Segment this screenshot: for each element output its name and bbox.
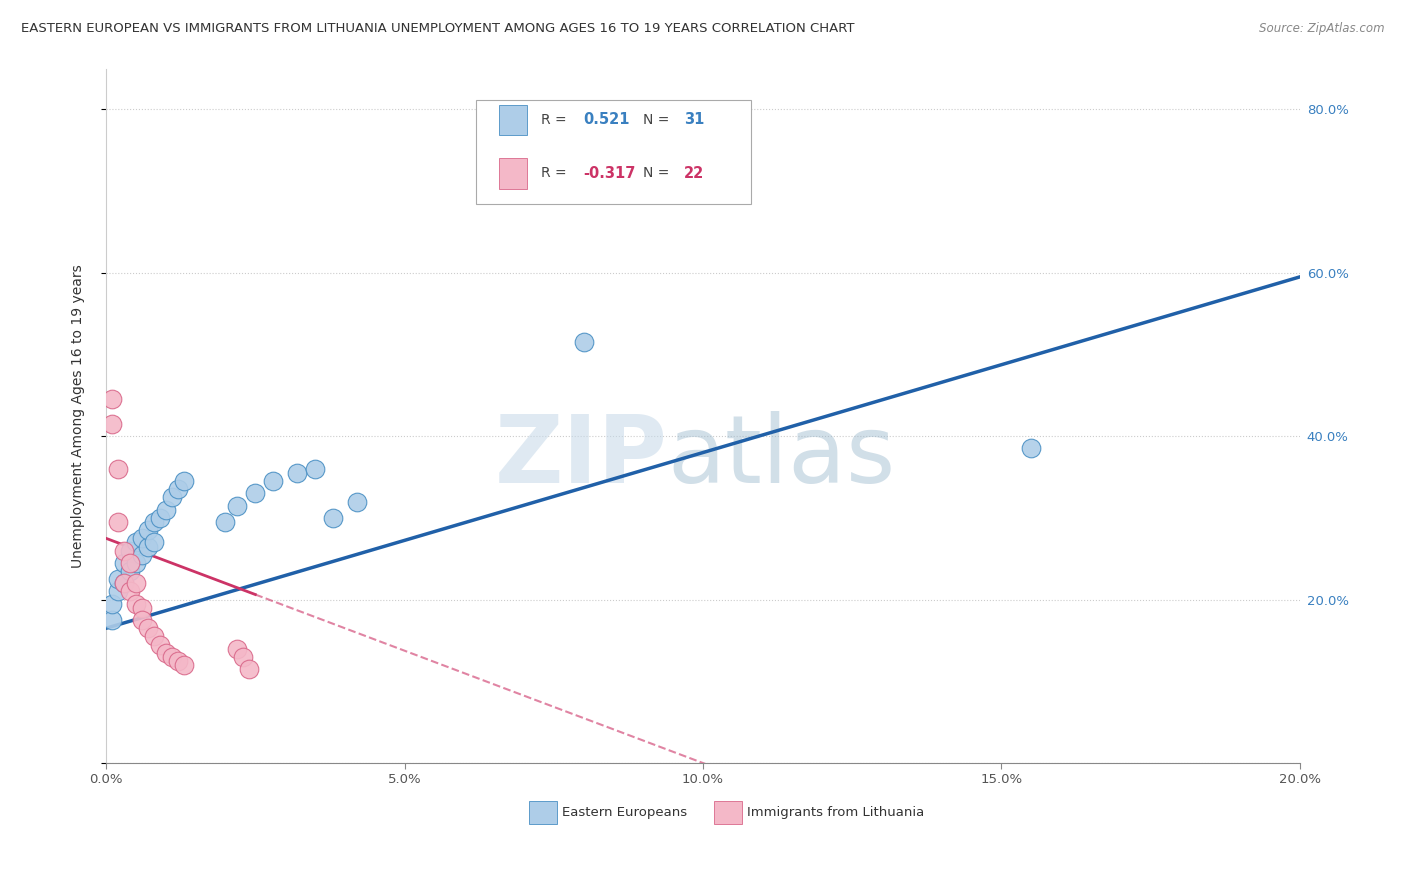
Point [112,556,135,570]
Point [155,502,177,516]
Point [118,564,141,578]
Point [1019,442,1042,456]
Point [245,486,267,500]
Point [131,548,153,562]
Text: Eastern Europeans: Eastern Europeans [562,805,688,819]
Text: ZIP: ZIP [495,411,668,503]
Point [262,474,284,488]
Point [142,535,165,549]
Point [125,576,148,591]
FancyBboxPatch shape [499,104,527,136]
Point [112,543,135,558]
Point [304,462,326,476]
Text: atlas: atlas [668,411,896,503]
Point [101,392,124,407]
Point [173,658,195,673]
Point [118,556,141,570]
Point [232,649,254,664]
Text: EASTERN EUROPEAN VS IMMIGRANTS FROM LITHUANIA UNEMPLOYMENT AMONG AGES 16 TO 19 Y: EASTERN EUROPEAN VS IMMIGRANTS FROM LITH… [21,22,855,36]
Point [107,515,129,529]
Point [155,646,177,660]
Point [112,576,135,591]
Text: N =: N = [644,167,673,180]
Point [226,499,249,513]
Point [142,629,165,643]
Point [160,491,183,505]
Point [118,543,141,558]
Point [322,511,344,525]
Point [136,621,159,635]
Point [142,515,165,529]
Point [101,613,124,627]
Point [112,576,135,591]
FancyBboxPatch shape [714,800,742,824]
Point [125,535,148,549]
Text: R =: R = [541,113,571,127]
Point [160,649,183,664]
Point [346,494,368,508]
Point [101,417,124,431]
Text: Source: ZipAtlas.com: Source: ZipAtlas.com [1260,22,1385,36]
Point [136,540,159,554]
Point [125,556,148,570]
Y-axis label: Unemployment Among Ages 16 to 19 years: Unemployment Among Ages 16 to 19 years [72,264,86,567]
Point [107,584,129,599]
Text: -0.317: -0.317 [583,166,636,181]
Text: 31: 31 [683,112,704,128]
Point [238,662,260,676]
Point [173,474,195,488]
Point [226,641,249,656]
Text: R =: R = [541,167,571,180]
Point [166,483,188,497]
Point [572,335,595,350]
Point [214,515,236,529]
Point [125,597,148,611]
FancyBboxPatch shape [529,800,557,824]
FancyBboxPatch shape [499,158,527,189]
Point [149,511,172,525]
FancyBboxPatch shape [477,100,751,204]
Point [107,572,129,586]
Point [285,466,308,480]
Point [118,584,141,599]
Point [136,523,159,537]
Point [166,654,188,668]
Point [107,462,129,476]
Text: N =: N = [644,113,673,127]
Point [101,597,124,611]
Text: Immigrants from Lithuania: Immigrants from Lithuania [747,805,924,819]
Point [131,600,153,615]
Point [131,532,153,546]
Point [131,613,153,627]
Text: 22: 22 [683,166,704,181]
Point [149,638,172,652]
Text: 0.521: 0.521 [583,112,630,128]
